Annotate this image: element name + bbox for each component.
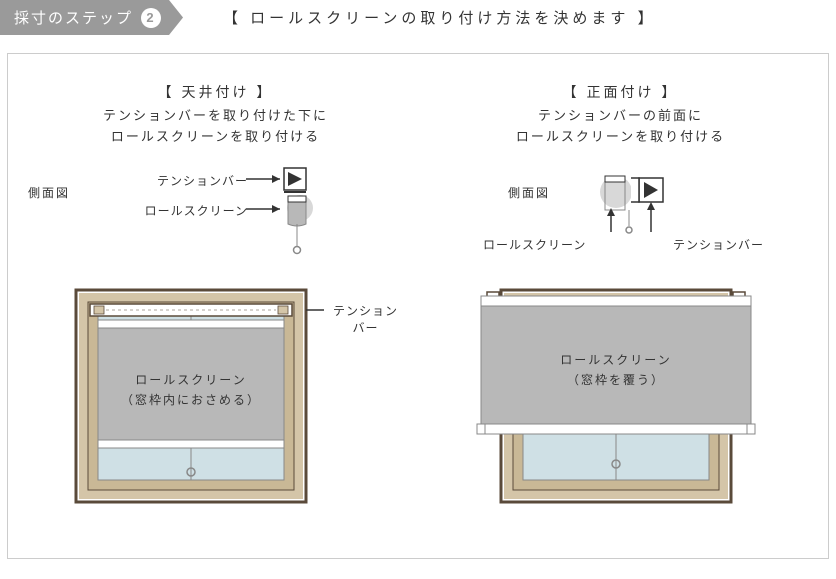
panel-left-desc: テンションバーを取り付けた下に ロールスクリーンを取り付ける xyxy=(28,106,403,148)
front-view-left: テンションバー ロールスクリーン （窓枠内におさめる） xyxy=(28,284,403,512)
panel-left-title: 【 天井付け 】 xyxy=(28,82,403,102)
step-label: 採寸のステップ xyxy=(14,7,133,28)
content-area: 【 天井付け 】 テンションバーを取り付けた下に ロールスクリーンを取り付ける … xyxy=(7,53,829,559)
step-number: 2 xyxy=(141,8,161,28)
panel-right-desc: テンションバーの前面に ロールスクリーンを取り付ける xyxy=(433,106,808,148)
side-diagram-left-icon xyxy=(28,166,398,266)
front-roll-label-right: ロールスクリーン （窓枠を覆う） xyxy=(481,350,751,391)
header-title: 【 ロールスクリーンの取り付け方法を決めます 】 xyxy=(223,7,657,28)
front-view-right: ロールスクリーン （窓枠を覆う） xyxy=(433,284,808,512)
panel-ceiling-mount: 【 天井付け 】 テンションバーを取り付けた下に ロールスクリーンを取り付ける … xyxy=(28,82,403,538)
side-diagram-right-icon xyxy=(433,166,803,266)
step-banner: 採寸のステップ 2 xyxy=(0,0,183,35)
side-view-right: 側面図 ロールスクリーン テンションバー xyxy=(433,166,808,266)
header: 採寸のステップ 2 【 ロールスクリーンの取り付け方法を決めます 】 xyxy=(0,0,836,35)
side-view-left: 側面図 テンションバー ロールスクリーン xyxy=(28,166,403,266)
panel-right-title: 【 正面付け 】 xyxy=(433,82,808,102)
front-diagram-right-icon xyxy=(433,284,803,512)
front-roll-label-left: ロールスクリーン （窓枠内におさめる） xyxy=(98,370,284,411)
front-tension-label: テンションバー xyxy=(328,302,403,336)
panel-front-mount: 【 正面付け 】 テンションバーの前面に ロールスクリーンを取り付ける 側面図 … xyxy=(433,82,808,538)
